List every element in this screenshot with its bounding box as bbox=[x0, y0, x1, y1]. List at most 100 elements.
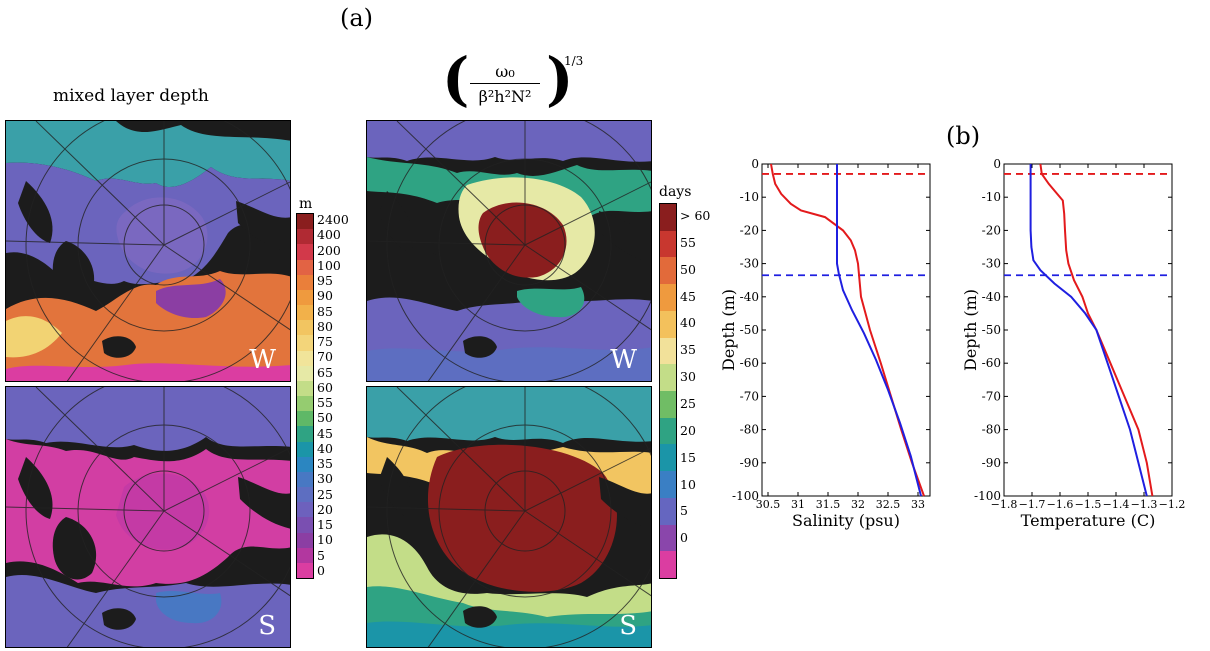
map-growth-summer-art bbox=[367, 387, 651, 647]
panel-label-a: (a) bbox=[340, 4, 374, 32]
colorbar-tick-label: 55 bbox=[680, 234, 696, 250]
formula-numerator: ω₀ bbox=[495, 62, 515, 81]
colorbar-swatch bbox=[297, 396, 313, 412]
colorbar-tick-label: 25 bbox=[317, 486, 333, 502]
salinity-profile-chart: 0 -10 -20 -30 -40 -50 -60 -70 -80 -90 -100 30.5 31 31… bbox=[719, 150, 958, 544]
formula-exponent: 1/3 bbox=[564, 54, 584, 68]
y-tick-label: -20 bbox=[982, 223, 1001, 237]
colorbar-swatch bbox=[660, 284, 676, 311]
colorbar-tick-label: 30 bbox=[317, 471, 333, 487]
colorbar-swatch bbox=[660, 417, 676, 445]
x-tick-label: −1.2 bbox=[1159, 498, 1186, 511]
y-tick-label: -70 bbox=[740, 389, 759, 403]
map-growth-winter: W bbox=[366, 120, 652, 382]
y-tick-label: -80 bbox=[740, 423, 759, 437]
profile-line bbox=[1029, 164, 1148, 497]
colorbar-tick-label: 15 bbox=[680, 449, 696, 465]
y-tick-label: -10 bbox=[740, 190, 759, 204]
colorbar-swatch bbox=[297, 441, 313, 457]
colorbar-swatch bbox=[660, 497, 676, 525]
y-tick-label: -20 bbox=[740, 223, 759, 237]
x-tick-label: 32 bbox=[851, 498, 865, 511]
colorbar-swatch bbox=[660, 310, 676, 338]
colorbar-tick-label: 5 bbox=[680, 503, 688, 519]
colorbar-swatch bbox=[660, 444, 676, 472]
formula-denominator: β²h²N² bbox=[478, 87, 532, 106]
growth-colorbar bbox=[659, 203, 677, 579]
y-tick-label: -70 bbox=[982, 389, 1001, 403]
colorbar-tick-label: 5 bbox=[317, 547, 325, 563]
colorbar-tick-label: 15 bbox=[317, 517, 333, 533]
map-mld-summer-art bbox=[6, 387, 290, 647]
colorbar-swatch bbox=[297, 517, 313, 533]
colorbar-swatch bbox=[297, 487, 313, 503]
x-tick-label: 30.5 bbox=[756, 498, 781, 511]
colorbar-swatch bbox=[660, 204, 676, 231]
colorbar-swatch bbox=[297, 471, 313, 488]
colorbar-tick-label: 50 bbox=[680, 261, 696, 277]
plot-frame bbox=[1003, 163, 1173, 497]
map-tag-summer-growth: S bbox=[619, 611, 637, 641]
colorbar-swatch bbox=[297, 380, 313, 397]
colorbar-swatch bbox=[297, 244, 313, 260]
colorbar-swatch bbox=[297, 320, 313, 336]
map-growth-winter-art bbox=[367, 121, 651, 381]
colorbar-swatch bbox=[297, 229, 313, 245]
y-tick-label: 0 bbox=[993, 157, 1001, 171]
colorbar-tick-label: 0 bbox=[680, 530, 688, 546]
map-mld-winter-art bbox=[6, 121, 290, 381]
growth-colorbar-unit: days bbox=[659, 184, 692, 200]
y-axis-label: Depth (m) bbox=[722, 289, 738, 371]
colorbar-tick-label: 60 bbox=[317, 379, 333, 395]
colorbar-swatch bbox=[660, 471, 676, 498]
x-tick-label: 31 bbox=[791, 498, 805, 511]
map-tag-winter-growth: W bbox=[610, 345, 637, 375]
colorbar-tick-label: 10 bbox=[680, 476, 696, 492]
y-tick-label: 0 bbox=[751, 157, 759, 171]
map-tag-winter: W bbox=[249, 345, 276, 375]
map-tag-summer: S bbox=[258, 611, 276, 641]
x-tick-label: −1.4 bbox=[1103, 498, 1130, 511]
colorbar-swatch bbox=[297, 289, 313, 306]
colorbar-swatch bbox=[660, 551, 676, 579]
colorbar-tick-label: 20 bbox=[680, 422, 696, 438]
x-tick-label: −1.8 bbox=[991, 498, 1018, 511]
x-tick-label: 31.5 bbox=[816, 498, 841, 511]
colorbar-tick-label: 95 bbox=[317, 273, 333, 289]
y-tick-label: -90 bbox=[740, 456, 759, 470]
colorbar-swatch bbox=[660, 391, 676, 418]
colorbar-swatch bbox=[297, 365, 313, 381]
x-tick-label: 33 bbox=[911, 498, 925, 511]
y-tick-label: -100 bbox=[974, 489, 1001, 503]
y-tick-label: -40 bbox=[982, 290, 1001, 304]
colorbar-tick-label: 20 bbox=[317, 501, 333, 517]
x-tick-label: 32.5 bbox=[876, 498, 901, 511]
colorbar-swatch bbox=[297, 532, 313, 548]
colorbar-swatch bbox=[660, 337, 676, 365]
map-mld-winter: W bbox=[5, 120, 291, 382]
colorbar-swatch bbox=[297, 214, 313, 230]
x-tick-label: −1.6 bbox=[1047, 498, 1074, 511]
colorbar-swatch bbox=[297, 274, 313, 290]
plot-frame bbox=[761, 163, 931, 497]
colorbar-tick-label: 70 bbox=[317, 349, 333, 365]
colorbar-tick-label: 65 bbox=[317, 364, 333, 380]
y-tick-label: -80 bbox=[982, 423, 1001, 437]
y-tick-label: -100 bbox=[732, 489, 759, 503]
colorbar-tick-label: 30 bbox=[680, 369, 696, 385]
colorbar-tick-label: 50 bbox=[317, 410, 333, 426]
mld-colorbar bbox=[296, 213, 314, 579]
colorbar-tick-label: 85 bbox=[317, 303, 333, 319]
panel-label-b: (b) bbox=[946, 122, 981, 150]
colorbar-swatch bbox=[297, 350, 313, 366]
y-tick-label: -50 bbox=[982, 323, 1001, 337]
colorbar-swatch bbox=[660, 524, 676, 552]
colorbar-tick-label: 80 bbox=[317, 318, 333, 334]
x-tick-label: −1.3 bbox=[1131, 498, 1158, 511]
y-tick-label: -90 bbox=[982, 456, 1001, 470]
colorbar-tick-label: 40 bbox=[317, 440, 333, 456]
y-tick-label: -60 bbox=[982, 356, 1001, 370]
x-axis-label: Temperature (C) bbox=[1021, 511, 1156, 530]
colorbar-tick-label: 10 bbox=[317, 532, 333, 548]
